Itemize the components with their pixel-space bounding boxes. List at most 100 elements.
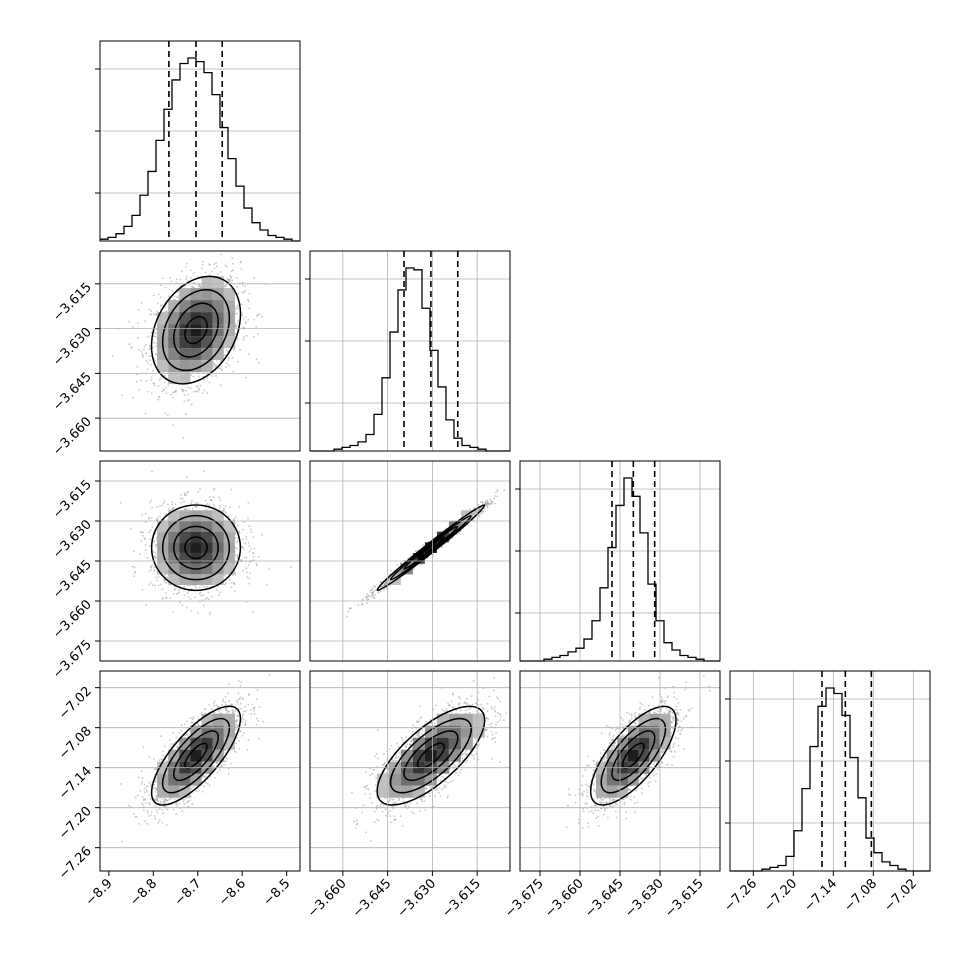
scatter-point <box>147 390 150 393</box>
scatter-point <box>131 565 134 568</box>
scatter-point <box>228 280 231 283</box>
scatter-point <box>204 499 207 502</box>
scatter-point <box>200 594 203 597</box>
scatter-point <box>247 298 249 301</box>
scatter-point <box>150 331 153 334</box>
scatter-point <box>163 500 166 502</box>
scatter-point <box>245 601 248 603</box>
scatter-point <box>244 289 246 292</box>
scatter-point <box>219 384 222 387</box>
scatter-point <box>173 588 176 590</box>
scatter-point <box>220 253 223 256</box>
scatter-point <box>172 506 175 509</box>
density-cell <box>201 521 213 532</box>
scatter-point <box>225 366 227 369</box>
scatter-point <box>197 491 200 493</box>
scatter-point <box>168 295 170 298</box>
density-cell <box>157 360 169 373</box>
scatter-point <box>163 579 166 582</box>
scatter-point <box>214 248 216 250</box>
scatter-point <box>206 392 209 394</box>
scatter-point <box>162 388 165 391</box>
scatter-point <box>171 290 173 292</box>
scatter-point <box>215 262 217 265</box>
gridlines <box>100 283 300 419</box>
scatter-point <box>164 310 167 313</box>
scatter-point <box>232 269 234 271</box>
scatter-point <box>227 350 229 353</box>
gridlines <box>730 671 930 871</box>
scatter-point <box>361 603 364 606</box>
scatter-point <box>237 537 239 539</box>
scatter-point <box>184 389 187 392</box>
scatter-point <box>209 264 212 266</box>
scatter-point <box>195 502 197 504</box>
scatter-point <box>152 555 155 557</box>
scatter-point <box>140 379 142 382</box>
scatter-point <box>473 507 476 509</box>
scatter-point <box>148 583 151 586</box>
scatter-point <box>185 606 188 609</box>
density-cell <box>179 348 191 361</box>
scatter-point <box>371 589 373 592</box>
gridlines <box>100 68 300 194</box>
scatter-point <box>157 293 160 296</box>
scatter-point <box>149 538 152 540</box>
scatter-point <box>242 548 245 550</box>
scatter-point <box>379 590 382 593</box>
scatter-point <box>175 278 178 281</box>
scatter-point <box>255 562 258 565</box>
density-cell <box>190 300 202 313</box>
scatter-point <box>149 529 152 532</box>
scatter-point <box>234 554 237 557</box>
scatter-point <box>150 392 153 395</box>
scatter-point <box>223 508 226 510</box>
scatter-point <box>210 270 213 273</box>
scatter-point <box>165 597 167 599</box>
scatter-point <box>202 604 205 607</box>
scatter-point <box>158 378 161 381</box>
scatter-point <box>196 502 199 505</box>
scatter-point <box>143 537 146 540</box>
density-cell <box>212 324 224 337</box>
scatter-point <box>164 386 167 389</box>
scatter-point <box>150 499 153 502</box>
scatter-point <box>142 354 144 357</box>
density-cell <box>201 531 213 543</box>
scatter-point <box>148 348 151 350</box>
scatter-point <box>184 494 186 496</box>
scatter-point <box>245 556 248 559</box>
scatter-point <box>230 582 233 584</box>
scatter-point <box>255 358 258 361</box>
density-cell <box>201 336 213 349</box>
scatter-point <box>157 302 159 305</box>
scatter-point <box>220 368 223 371</box>
scatter-point <box>225 285 228 288</box>
contour-line <box>150 275 242 385</box>
scatter-point <box>188 398 191 401</box>
scatter-point <box>489 499 492 501</box>
scatter-point <box>164 305 167 308</box>
scatter-point <box>255 326 258 328</box>
scatter-point <box>261 533 264 536</box>
scatter-point <box>253 318 256 321</box>
scatter-point <box>227 356 230 359</box>
scatter-point <box>248 292 251 295</box>
scatter-point <box>236 540 239 542</box>
scatter-point <box>183 508 186 510</box>
scatter-point <box>172 424 175 427</box>
scatter-point <box>243 556 246 559</box>
scatter-point <box>186 275 188 278</box>
density-cell <box>157 563 169 575</box>
scatter-point <box>152 382 155 385</box>
scatter-point <box>374 594 376 596</box>
scatter-point <box>207 591 210 594</box>
scatter-point <box>159 296 162 299</box>
scatter-point <box>219 591 221 594</box>
scatter-point <box>290 566 293 568</box>
scatter-point <box>372 594 374 597</box>
scatter-point <box>225 349 228 351</box>
scatter-point <box>245 567 248 570</box>
scatter-point <box>247 318 250 321</box>
density-cell <box>168 531 180 543</box>
